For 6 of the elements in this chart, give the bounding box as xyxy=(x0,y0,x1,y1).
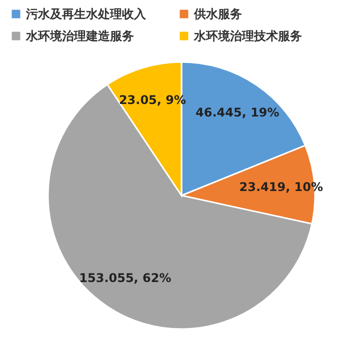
legend-label: 水环境治理技术服务 xyxy=(193,29,302,43)
legend-label: 供水服务 xyxy=(193,7,242,21)
data-label: 46.445, 19% xyxy=(196,106,280,120)
legend-label: 水环境治理建造服务 xyxy=(25,29,134,43)
data-label: 153.055, 62% xyxy=(79,271,172,286)
legend-label: 污水及再生水处理收入 xyxy=(25,7,147,21)
